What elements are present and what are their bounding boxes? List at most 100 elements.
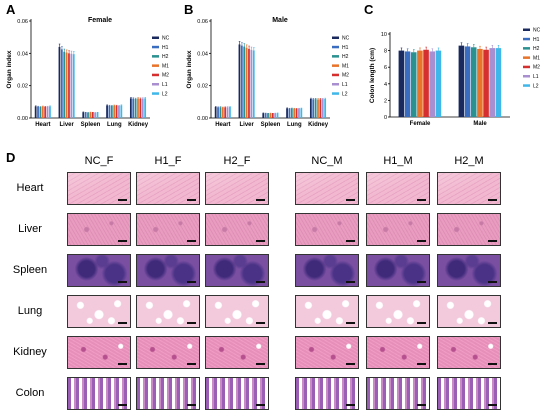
scale-bar xyxy=(346,363,355,365)
bar xyxy=(398,50,405,117)
histology-column-label: H1_F xyxy=(154,155,182,167)
category-label: Kidney xyxy=(128,122,149,128)
scale-bar xyxy=(417,404,426,406)
histology-image xyxy=(295,377,359,410)
bar xyxy=(324,98,327,118)
legend-label: H2 xyxy=(162,54,169,60)
bar xyxy=(108,105,111,118)
histology-image xyxy=(136,213,200,246)
bar xyxy=(58,46,61,118)
y-tick-label: 6 xyxy=(384,65,387,71)
category-label: Spleen xyxy=(261,122,281,128)
legend-label: H1 xyxy=(342,45,349,51)
bar xyxy=(495,48,502,117)
legend-swatch xyxy=(152,64,159,67)
category-label: Kidney xyxy=(308,122,329,128)
scale-bar xyxy=(187,322,196,324)
colon-length-chart: 0 2 4 6 8 10 Colon length (cm) Female Male NC H1 H2… xyxy=(369,28,541,128)
legend-swatch xyxy=(523,28,530,31)
histology-image xyxy=(67,254,131,287)
bar xyxy=(317,99,319,118)
category-label: Heart xyxy=(215,122,230,128)
bar xyxy=(240,45,243,118)
y-tick-label: 0.04 xyxy=(17,51,28,57)
category-label: Lung xyxy=(287,122,302,128)
scale-bar xyxy=(256,363,265,365)
histology-image xyxy=(136,336,200,369)
bar xyxy=(264,113,267,118)
bar xyxy=(404,51,411,117)
bar xyxy=(248,48,250,118)
category-label: Heart xyxy=(35,122,50,128)
bar xyxy=(70,53,73,119)
bar xyxy=(410,52,417,118)
y-axis-label: Colon length (cm) xyxy=(369,48,376,103)
y-tick-label: 0 xyxy=(384,115,387,121)
scale-bar xyxy=(118,240,127,242)
y-tick-label: 2 xyxy=(384,98,387,104)
legend-label: L2 xyxy=(342,91,348,97)
scale-bar xyxy=(118,322,127,324)
organ-index-female-chart: 0.00 0.02 0.04 0.06 Organ index Female Heart Li… xyxy=(6,17,170,128)
scale-bar xyxy=(346,322,355,324)
scale-bar xyxy=(187,363,196,365)
bar xyxy=(91,112,94,118)
legend-label: NC xyxy=(533,28,541,34)
histology-image xyxy=(205,377,269,410)
chart-title: Male xyxy=(272,17,288,24)
legend-label: M2 xyxy=(533,65,540,71)
y-axis-label: Organ index xyxy=(186,50,193,88)
histology-row-label: Heart xyxy=(16,182,44,194)
legend-swatch xyxy=(523,56,530,59)
bar xyxy=(141,98,144,118)
bar xyxy=(319,99,322,118)
bar xyxy=(37,106,39,118)
legend-label: NC xyxy=(342,36,350,42)
bar xyxy=(132,98,135,118)
bar xyxy=(217,107,219,118)
bar xyxy=(221,107,224,118)
bar xyxy=(87,112,89,118)
bar xyxy=(238,44,241,118)
histology-column-label: H2_M xyxy=(454,155,484,167)
histology-image xyxy=(136,377,200,410)
bar xyxy=(224,107,227,118)
legend-label: M1 xyxy=(533,55,540,61)
category-label: Lung xyxy=(107,122,122,128)
histology-image xyxy=(205,254,269,287)
histology-image xyxy=(295,295,359,328)
scale-bar xyxy=(346,199,355,201)
bar xyxy=(489,48,496,117)
bar xyxy=(293,108,296,118)
legend-label: M2 xyxy=(162,73,169,79)
bar xyxy=(464,46,471,118)
bar xyxy=(262,113,265,118)
legend-swatch xyxy=(523,47,530,50)
histology-image xyxy=(205,336,269,369)
legend-label: L1 xyxy=(162,82,168,88)
legend-swatch xyxy=(152,83,159,86)
scale-bar xyxy=(488,404,497,406)
bar xyxy=(274,113,277,118)
bar xyxy=(276,113,279,118)
legend-label: H1 xyxy=(533,37,540,43)
y-tick-label: 0.04 xyxy=(197,51,208,57)
scale-bar xyxy=(118,281,127,283)
scale-bar xyxy=(118,363,127,365)
bar xyxy=(245,47,248,118)
legend-label: H2 xyxy=(533,46,540,52)
bar xyxy=(300,108,303,118)
histology-image xyxy=(366,172,430,205)
bar xyxy=(39,107,42,118)
bar xyxy=(106,105,108,118)
category-label: Liver xyxy=(240,122,255,128)
bar xyxy=(129,98,132,118)
legend-label: NC xyxy=(162,36,170,42)
bar xyxy=(89,112,92,118)
y-axis-label: Organ index xyxy=(6,50,13,88)
bar xyxy=(115,105,118,118)
histology-image xyxy=(205,172,269,205)
bar xyxy=(321,99,324,118)
scale-bar xyxy=(346,281,355,283)
histology-image xyxy=(67,336,131,369)
